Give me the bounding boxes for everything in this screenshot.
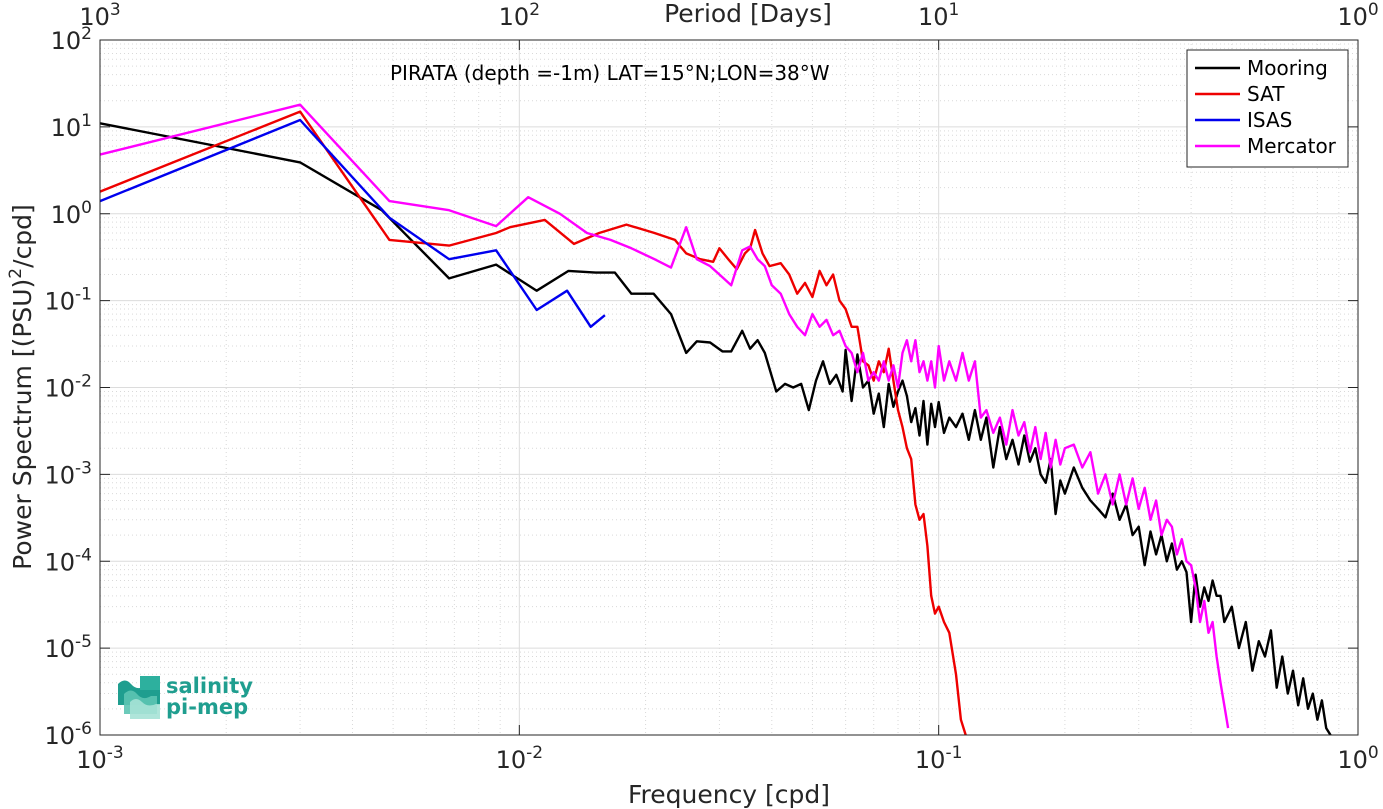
y-tick-label: 10-1 [45,285,93,316]
y-axis-label-exponent: 2 [6,268,26,279]
y-tick-label: 10-3 [45,458,93,489]
y-tick-label: 102 [51,24,92,55]
y-tick-label: 10-5 [45,632,93,663]
logo-waves-icon [118,676,160,719]
top-tick-label: 100 [1337,0,1378,31]
y-axis-label-main: Power Spectrum [(PSU) [8,279,37,570]
legend-box [1186,49,1349,168]
series-line-isas [99,118,606,328]
legend-label-isas: ISAS [1247,108,1292,132]
logo-line2: pi-mep [166,695,248,719]
y-tick-label: 100 [51,198,92,229]
y-tick-label: 101 [51,111,92,142]
y-axis-label: Power Spectrum [(PSU)2/cpd] [6,204,37,570]
x-tick-label: 100 [1337,743,1378,774]
x-tick-label: 10-1 [915,743,963,774]
top-tick-label: 101 [918,0,959,31]
logo-line1: salinity [166,674,253,698]
y-tick-label: 10-4 [45,545,93,576]
x-tick-label: 10-2 [496,743,544,774]
salinity-pi-mep-logo: salinity pi-mep [118,674,253,719]
legend-label-mercator: Mercator [1247,134,1337,158]
legend-label-sat: SAT [1247,82,1285,106]
y-axis-label-tail: /cpd] [8,204,37,268]
top-tick-label: 103 [79,0,120,31]
top-axis-label: Period [Days] [664,0,832,28]
series-line-mooring [99,122,1332,736]
y-tick-label: 10-6 [45,719,93,750]
series-line-mercator [99,103,1230,729]
chart-title: PIRATA (depth =-1m) LAT=15°N;LON=38°W [390,61,830,85]
x-tick-label: 10-3 [76,743,124,774]
x-axis-label: Frequency [cpd] [628,780,830,809]
y-tick-label: 10-2 [45,372,93,403]
legend-label-mooring: Mooring [1247,56,1328,80]
top-tick-label: 102 [499,0,540,31]
series-lines [99,103,1332,736]
series-line-sat [99,110,967,736]
grid [99,39,1359,736]
